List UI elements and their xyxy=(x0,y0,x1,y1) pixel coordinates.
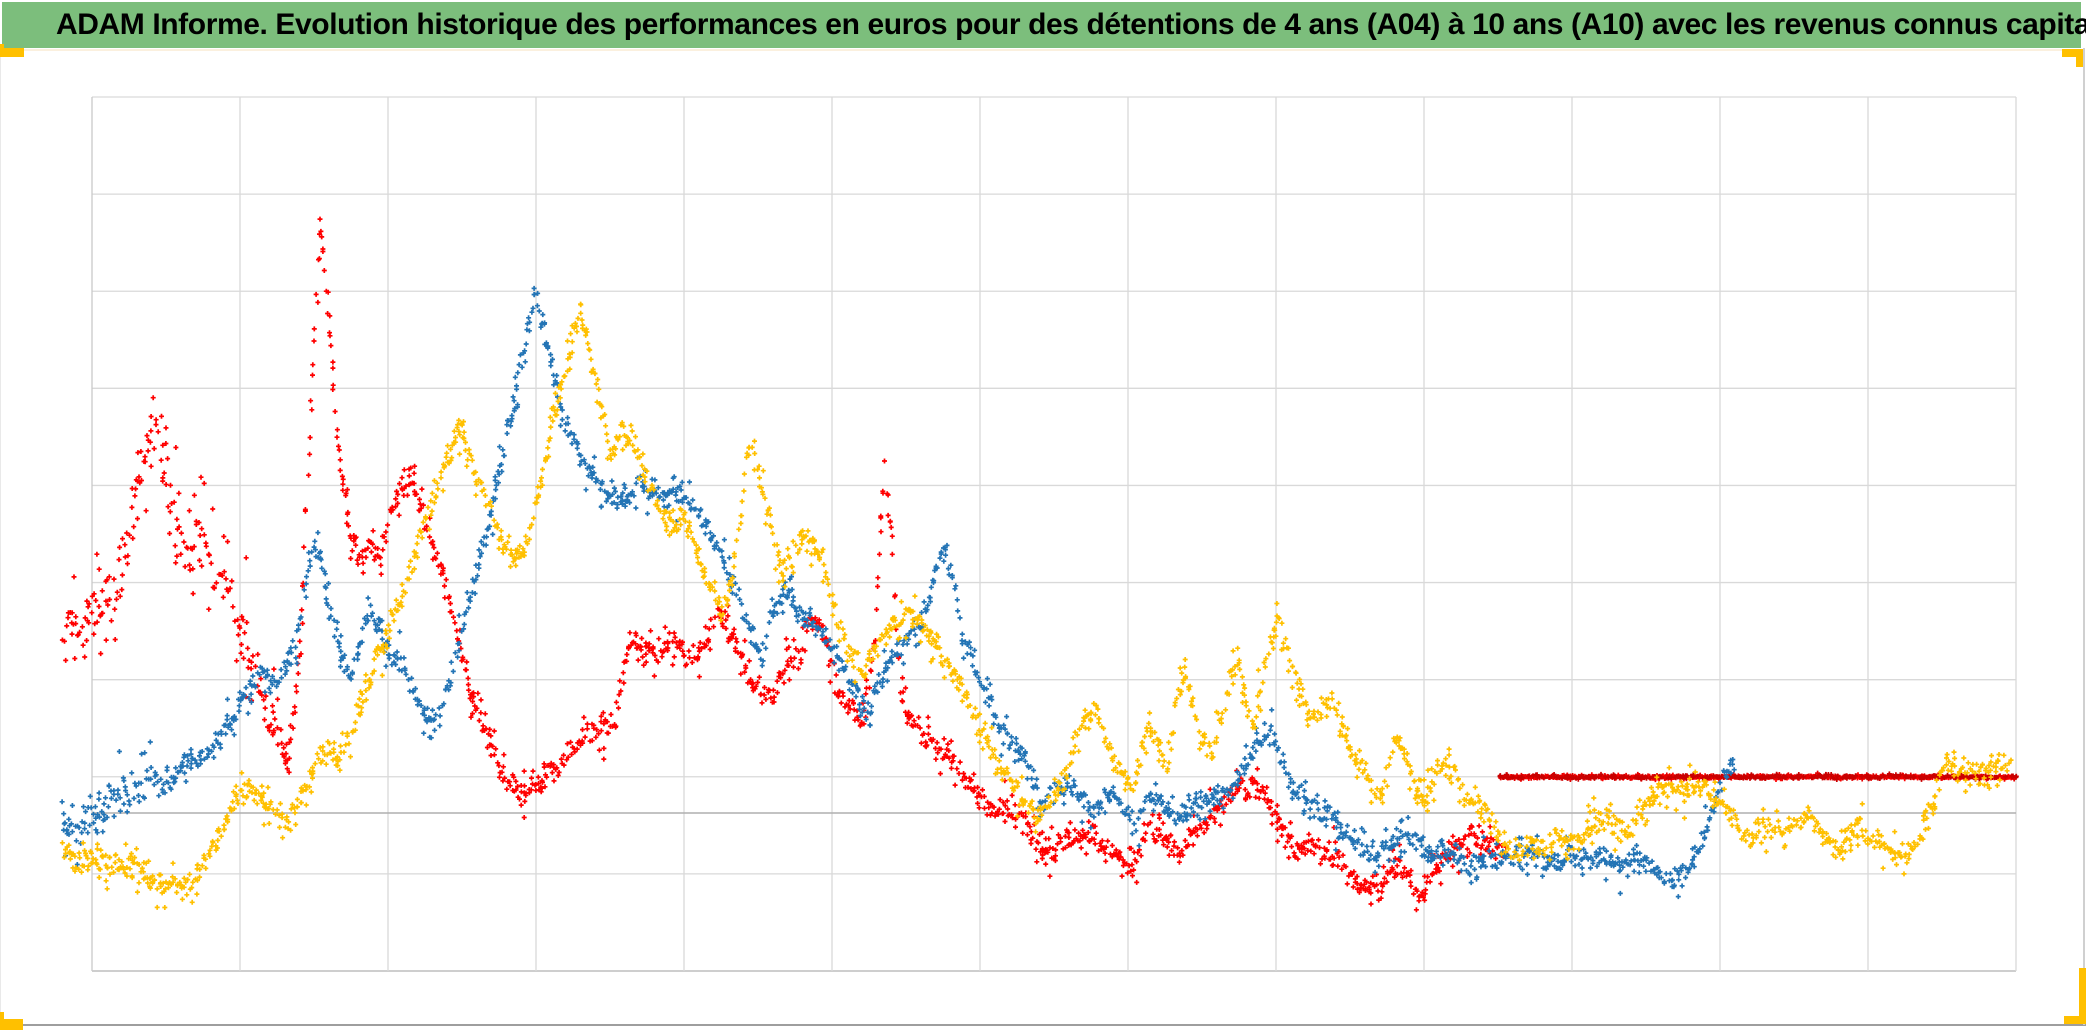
corner-mark-top-right-icon xyxy=(2076,49,2083,67)
corner-mark-top-right-icon xyxy=(2062,49,2083,57)
right-border-line xyxy=(2083,48,2085,1025)
corner-mark-bottom-right-icon xyxy=(2064,1016,2086,1024)
yellow-series xyxy=(59,301,2014,910)
title-bar-shadow xyxy=(24,49,2064,51)
corner-mark-bottom-right-icon xyxy=(2079,968,2086,1024)
red-series xyxy=(59,216,1509,913)
bottom-border-line xyxy=(0,1024,2086,1026)
chart-title-bar: ADAM Informe. Evolution historique des p… xyxy=(2,2,2086,48)
blue-series xyxy=(59,285,1737,900)
left-border-line xyxy=(0,57,1,1019)
chart-title: ADAM Informe. Evolution historique des p… xyxy=(56,8,2086,41)
corner-mark-bottom-left-icon xyxy=(0,1019,23,1030)
red-flat-segment xyxy=(1497,771,2019,782)
corner-mark-top-left-icon xyxy=(0,48,24,57)
